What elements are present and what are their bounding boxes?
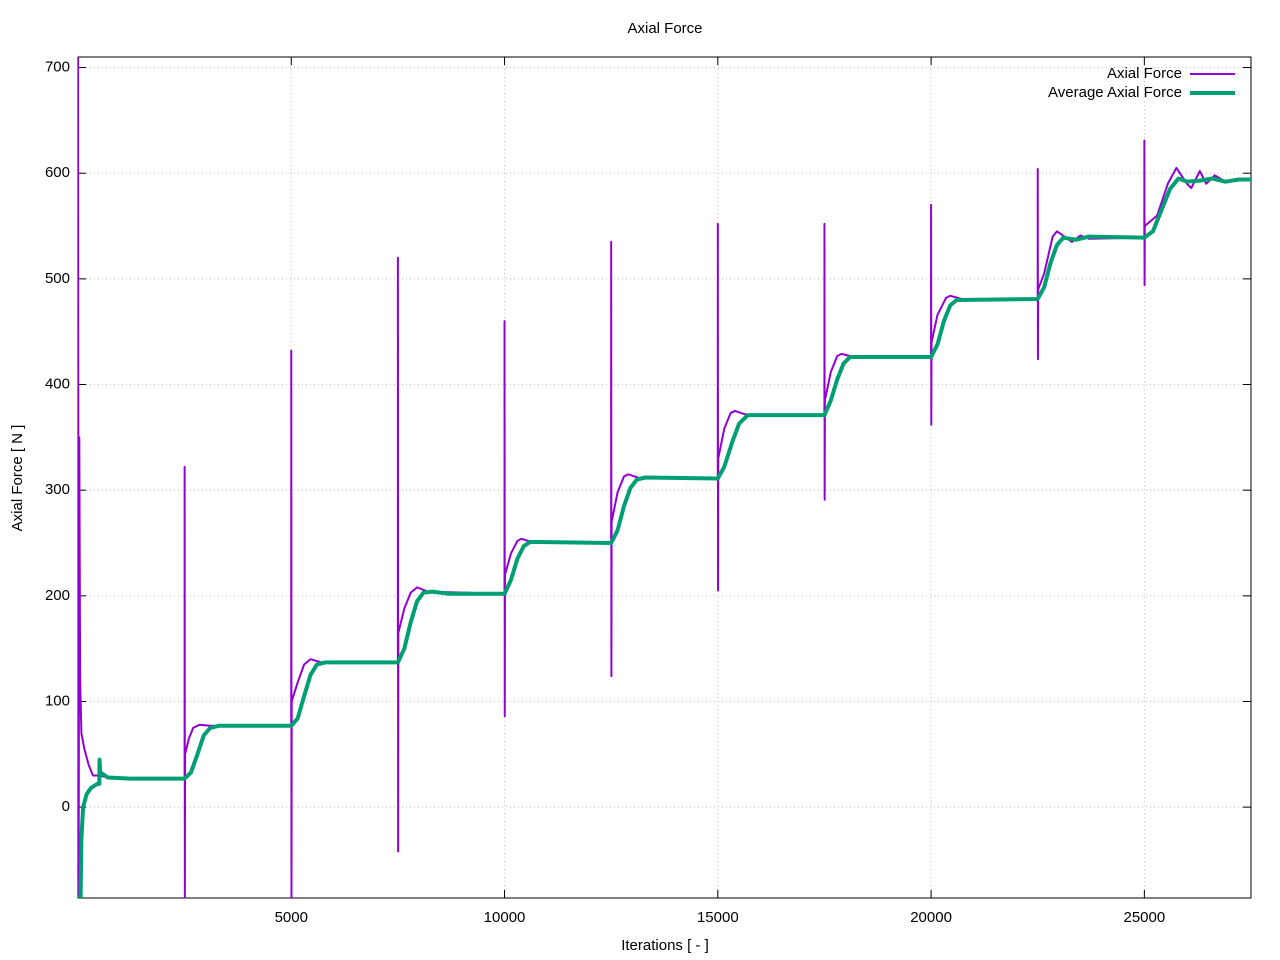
y-tick-label: 0 [62, 798, 70, 815]
chart-title: Axial Force [627, 20, 702, 37]
x-axis-label: Iterations [ - ] [621, 937, 709, 954]
y-tick-label: 600 [45, 164, 70, 181]
x-tick-label: 15000 [697, 909, 739, 926]
y-tick-label: 500 [45, 270, 70, 287]
legend-label: Axial Force [1107, 65, 1182, 82]
y-axis-label: Axial Force [ N ] [9, 425, 26, 532]
y-tick-label: 400 [45, 375, 70, 392]
y-tick-label: 300 [45, 481, 70, 498]
x-tick-label: 25000 [1124, 909, 1166, 926]
legend-label: Average Axial Force [1048, 84, 1182, 101]
data-line [78, 176, 1251, 898]
x-tick-label: 10000 [484, 909, 526, 926]
x-tick-label: 5000 [275, 909, 308, 926]
plot-area [78, 57, 1251, 898]
x-tick-label: 20000 [910, 909, 952, 926]
y-tick-label: 700 [45, 59, 70, 76]
y-tick-label: 200 [45, 587, 70, 604]
y-tick-label: 100 [45, 692, 70, 709]
